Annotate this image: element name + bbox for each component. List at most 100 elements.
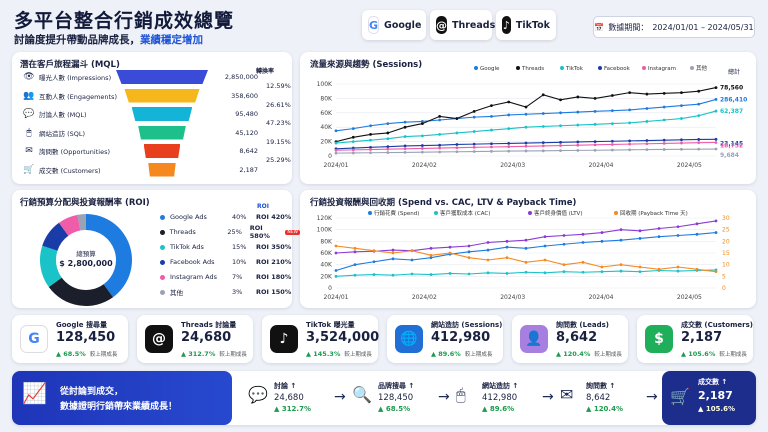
threads-icon: @ <box>436 16 447 34</box>
y2-tick-label: 0 <box>722 285 726 292</box>
x-tick-label: 2024/02 <box>412 162 437 169</box>
series-point <box>524 260 528 264</box>
kpi-growth: ▲ 312.7% 較上期成長 <box>181 350 247 358</box>
series-point <box>559 111 562 115</box>
series-point <box>391 257 395 261</box>
series-point <box>576 140 580 144</box>
roi-row: Facebook Ads 10% ROI 210% <box>160 255 300 269</box>
kpi-growth: ▲ 68.5% 較上期成長 <box>56 350 118 358</box>
end-value-label: 23,145 <box>720 140 743 147</box>
series-point <box>697 89 701 93</box>
series-point <box>420 122 424 125</box>
legend-dot <box>160 259 165 265</box>
x-tick-label: 2024/01 <box>324 162 349 169</box>
series-point <box>448 245 452 249</box>
series-point <box>372 249 376 253</box>
roi-share: 25% <box>227 228 242 236</box>
series-point <box>638 237 642 240</box>
roi-value: ROI 580% <box>249 224 270 240</box>
funnel-conversion-rate: 19.15% <box>266 137 291 146</box>
series-point <box>524 112 528 116</box>
legend-label: 其他 <box>696 64 708 72</box>
flow-step-growth: ▲ 68.5% <box>378 405 411 413</box>
conversion-header: 轉換率 <box>256 68 275 75</box>
series-point <box>628 108 632 112</box>
flow-step-icon: 🖱 <box>456 385 466 404</box>
series-point <box>403 147 407 151</box>
series-point <box>467 250 471 254</box>
series-point <box>581 260 585 264</box>
series-point <box>467 256 471 260</box>
series-point <box>455 143 459 146</box>
series-point <box>403 120 407 124</box>
flow-step-icon: ✉ <box>560 385 574 404</box>
total-label: 總計 <box>728 69 741 76</box>
roi-channel: Facebook Ads <box>170 258 215 266</box>
series-point <box>543 271 547 275</box>
funnel-row-icon: ✉ <box>25 146 33 156</box>
kpi-value: 2,187 <box>681 330 723 345</box>
y-tick-label: 0 <box>328 153 332 160</box>
series-point <box>334 244 338 248</box>
series-point <box>524 125 528 129</box>
series-point <box>662 105 666 109</box>
series-point <box>610 94 614 97</box>
series-point <box>562 270 566 274</box>
series-point <box>638 229 642 233</box>
series-point <box>507 100 511 104</box>
series-point <box>420 120 424 123</box>
funnel-row-icon: 🛒 <box>23 164 35 175</box>
series-point <box>353 263 357 267</box>
series-point <box>619 238 623 242</box>
flow-step-value: 412,980 <box>482 393 518 403</box>
roi-value: ROI 210% <box>256 258 292 266</box>
series-point <box>628 142 632 146</box>
google-icon: G <box>368 16 380 34</box>
funnel-row-icon: 💬 <box>23 109 35 119</box>
funnel-card: 潛在客戶旅程漏斗 (MQL) 轉換率 👁 曝光人數 (Impressions) 2,… <box>12 52 292 184</box>
series-point <box>645 120 649 123</box>
series-point <box>576 143 580 147</box>
kpi-title: 詢問數 (Leads) <box>556 321 609 329</box>
donut-slice-0 <box>86 214 133 298</box>
kpi-growth: ▲ 105.6% 較上期成長 <box>681 350 747 358</box>
x-tick-label: 2024/05 <box>677 162 702 169</box>
flow-summary: 📈 從討論到成交， 數據證明行銷帶來業績成長！ <box>12 371 232 425</box>
series-point <box>438 118 442 122</box>
page-subtitle: 討論度提升帶動品牌成長，業績穩定增加 <box>14 34 203 46</box>
platform-threads[interactable]: @ Threads <box>430 10 495 40</box>
legend-label: Instagram <box>648 66 676 72</box>
series-point <box>455 117 459 120</box>
series-point <box>403 151 407 154</box>
page-title: 多平台整合行銷成效總覽 <box>14 10 235 32</box>
roi-channel: 其他 <box>170 289 183 297</box>
y-tick-label: 80K <box>320 238 333 245</box>
legend-dot <box>474 66 478 70</box>
platform-google[interactable]: G Google <box>362 10 426 40</box>
series-point <box>410 258 414 262</box>
legend-dot <box>160 274 165 280</box>
series-point <box>714 137 718 141</box>
series-point <box>600 239 604 243</box>
funnel-bar <box>148 162 176 177</box>
series-point <box>334 151 338 155</box>
series-point <box>391 251 395 255</box>
series-point <box>628 139 632 143</box>
y2-tick-label: 5 <box>722 273 726 280</box>
kpi-value: 24,680 <box>181 330 232 345</box>
roi-row: Google Ads 40% ROI 420% <box>160 210 300 224</box>
series-point <box>662 91 666 95</box>
legend-label: Google <box>480 66 500 72</box>
platform-tiktok[interactable]: ♪ TikTok <box>496 10 556 40</box>
series-point <box>353 246 357 250</box>
roi-share: 3% <box>232 288 243 296</box>
flow-step-title: 詢問數 ↑ <box>586 382 616 390</box>
series-point <box>593 122 597 126</box>
kpi-value: 3,524,000 <box>306 330 380 345</box>
kpi-title: Threads 討論量 <box>181 321 237 329</box>
kpi-icon: $ <box>645 325 673 353</box>
series-point <box>386 137 390 141</box>
funnel-row-label: 成交數 (Customers) <box>39 166 101 175</box>
date-range[interactable]: 📅 數據期間： 2024/01/01 – 2024/05/31 <box>593 16 755 38</box>
series-point <box>541 125 545 128</box>
